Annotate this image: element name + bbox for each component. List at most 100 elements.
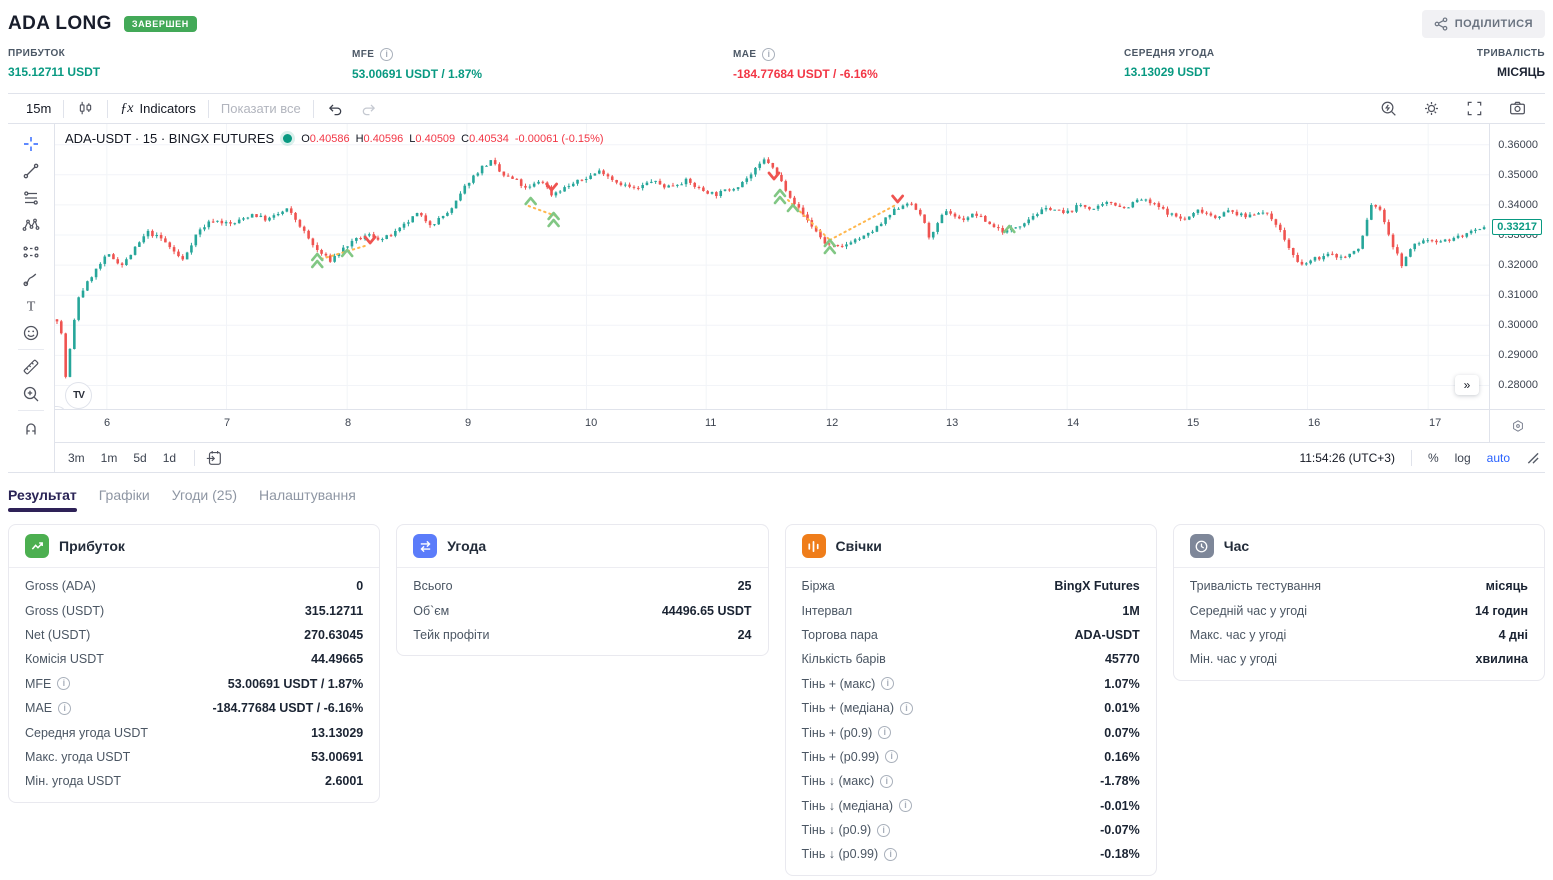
stat-label: ТРИВАЛІСТЬ xyxy=(1476,48,1545,59)
show-all-button[interactable]: Показати все xyxy=(220,101,301,116)
time-axis[interactable]: 6 7 8 9 10 11 12 13 14 15 16 17 xyxy=(55,409,1489,442)
row-value: -1.78% xyxy=(1100,774,1140,789)
indicators-button[interactable]: ƒx Indicators xyxy=(112,101,204,117)
info-icon[interactable]: i xyxy=(880,774,894,788)
tab-налаштування[interactable]: Налаштування xyxy=(259,487,356,503)
row-value: 14 годин xyxy=(1474,603,1528,618)
row-label: Об`єм xyxy=(413,603,450,618)
axis-settings-icon[interactable] xyxy=(1510,418,1526,434)
info-icon[interactable]: i xyxy=(881,677,895,691)
row-label: Gross (USDT) xyxy=(25,603,105,618)
row-value: 44.49665 xyxy=(311,652,364,667)
auto-scale-toggle[interactable]: auto xyxy=(1486,450,1510,465)
tab-угоди-25-[interactable]: Угоди (25) xyxy=(171,487,238,503)
info-icon[interactable]: i xyxy=(900,701,914,715)
row-value: 53.00691 USDT / 1.87% xyxy=(227,676,364,691)
row-value: 0.07% xyxy=(1104,725,1140,740)
brush-tool-icon[interactable] xyxy=(12,265,50,292)
zoom-in-tool-icon[interactable] xyxy=(12,380,50,407)
row-value: 53.00691 xyxy=(311,749,364,764)
crosshair-tool-icon[interactable] xyxy=(12,130,50,157)
magnet-tool-icon[interactable] xyxy=(12,414,50,441)
info-icon[interactable]: i xyxy=(762,48,776,61)
chart-type-button[interactable] xyxy=(68,99,103,118)
camera-icon[interactable] xyxy=(1508,99,1527,118)
chart-legend: ADA-USDT · 15 · BINGX FUTURES O0.40586 H… xyxy=(65,131,604,146)
interval-button[interactable]: 15m xyxy=(26,101,52,116)
percent-scale-toggle[interactable]: % xyxy=(1427,450,1439,465)
stat-label: MFE i xyxy=(352,48,733,61)
row-label: Тінь + (p0.99) i xyxy=(802,750,899,764)
stat-value: 53.00691 USDT / 1.87% xyxy=(352,67,483,81)
settings-icon[interactable] xyxy=(1422,99,1441,118)
fullscreen-icon[interactable] xyxy=(1465,99,1484,118)
range-1d[interactable]: 1d xyxy=(162,450,177,465)
row-value: 315.12711 xyxy=(304,603,364,618)
fib-retracement-tool-icon[interactable] xyxy=(12,184,50,211)
tab-результат[interactable]: Результат xyxy=(8,487,77,512)
info-icon[interactable]: i xyxy=(878,726,892,740)
quick-search-icon[interactable] xyxy=(1379,99,1398,118)
price-chart[interactable]: ADA-USDT · 15 · BINGX FUTURES O0.40586 H… xyxy=(55,124,1489,409)
log-scale-toggle[interactable]: log xyxy=(1454,450,1471,465)
candlestick-plot[interactable] xyxy=(55,124,1489,409)
emoji-tool-icon[interactable] xyxy=(12,319,50,346)
table-row: Інтервал 1M xyxy=(786,598,1156,622)
tradingview-logo[interactable]: TV xyxy=(65,382,92,409)
table-row: Середня угода USDT 13.13029 xyxy=(9,720,379,744)
range-5d[interactable]: 5d xyxy=(133,450,147,465)
symbol-label[interactable]: ADA-USDT · 15 · BINGX FUTURES xyxy=(65,131,275,146)
xabcd-pattern-tool-icon[interactable] xyxy=(12,211,50,238)
row-value: 1M xyxy=(1122,603,1140,618)
card-title: Прибуток xyxy=(59,538,125,554)
table-row: Мін. угода USDT 2.6001 xyxy=(9,769,379,793)
text-tool-icon[interactable]: T xyxy=(12,292,50,319)
row-label: Макс. угода USDT xyxy=(25,749,131,764)
info-icon[interactable]: i xyxy=(899,799,912,813)
stat-value: 13.13029 USDT xyxy=(1124,65,1211,79)
card-profit: Прибуток Gross (ADA) 0 Gross (USDT) 315.1271… xyxy=(8,524,381,803)
tab-графіки[interactable]: Графіки xyxy=(98,487,150,503)
redo-button[interactable] xyxy=(352,100,386,118)
info-icon[interactable]: i xyxy=(885,750,899,764)
stat-mae: MAE i -184.77684 USDT / -6.16% xyxy=(733,48,1124,81)
table-row: Комісія USDT 44.49665 xyxy=(9,647,379,671)
row-label: Тінь ↓ (макс) i xyxy=(802,774,894,788)
go-to-date-icon[interactable] xyxy=(205,449,223,467)
expand-panel-button[interactable]: » xyxy=(1455,375,1479,395)
range-1m[interactable]: 1m xyxy=(100,450,118,465)
share-icon xyxy=(1434,17,1448,31)
undo-button[interactable] xyxy=(318,100,352,118)
row-label: Всього xyxy=(413,579,453,594)
price-axis[interactable]: 0.36000 0.35000 0.34000 0.33000 0.32000 0.310… xyxy=(1489,124,1545,442)
info-icon[interactable]: i xyxy=(380,48,394,61)
range-3m[interactable]: 3m xyxy=(68,450,85,465)
share-button[interactable]: ПОДІЛИТИСЯ xyxy=(1421,10,1545,38)
long-short-position-tool-icon[interactable] xyxy=(12,238,50,265)
row-value: -0.18% xyxy=(1100,847,1140,862)
ruler-tool-icon[interactable] xyxy=(12,353,50,380)
resize-handle-icon[interactable] xyxy=(1526,451,1539,464)
row-value: 0.01% xyxy=(1104,701,1140,716)
table-row: Макс. угода USDT 53.00691 xyxy=(9,745,379,769)
trade-card-icon xyxy=(413,534,438,558)
stat-прибуток: ПРИБУТОК 315.12711 USDT xyxy=(8,48,352,81)
price-axis-label: 0.29000 xyxy=(1498,349,1538,361)
row-label: Комісія USDT xyxy=(25,652,104,667)
info-icon[interactable]: i xyxy=(57,677,71,691)
info-icon[interactable]: i xyxy=(58,701,72,715)
trend-line-tool-icon[interactable] xyxy=(12,157,50,184)
chart-clock[interactable]: 11:54:26 (UTC+3) xyxy=(1299,450,1395,465)
row-label: Gross (ADA) xyxy=(25,579,96,594)
info-icon[interactable]: i xyxy=(877,823,891,837)
table-row: MAE i -184.77684 USDT / -6.16% xyxy=(9,696,379,720)
row-label: Тінь ↓ (p0.99) i xyxy=(802,847,898,861)
row-label: Середній час у угоді xyxy=(1189,603,1307,618)
row-value: 24 xyxy=(737,627,752,642)
price-axis-label: 0.30000 xyxy=(1498,319,1538,331)
row-value: 1.07% xyxy=(1104,676,1140,691)
row-value: 0 xyxy=(356,579,364,594)
table-row: Мін. час у угоді хвилина xyxy=(1174,647,1544,671)
results-tabs: Результат Графіки Угоди (25) Налаштування xyxy=(0,473,1553,512)
info-icon[interactable]: i xyxy=(884,847,898,861)
